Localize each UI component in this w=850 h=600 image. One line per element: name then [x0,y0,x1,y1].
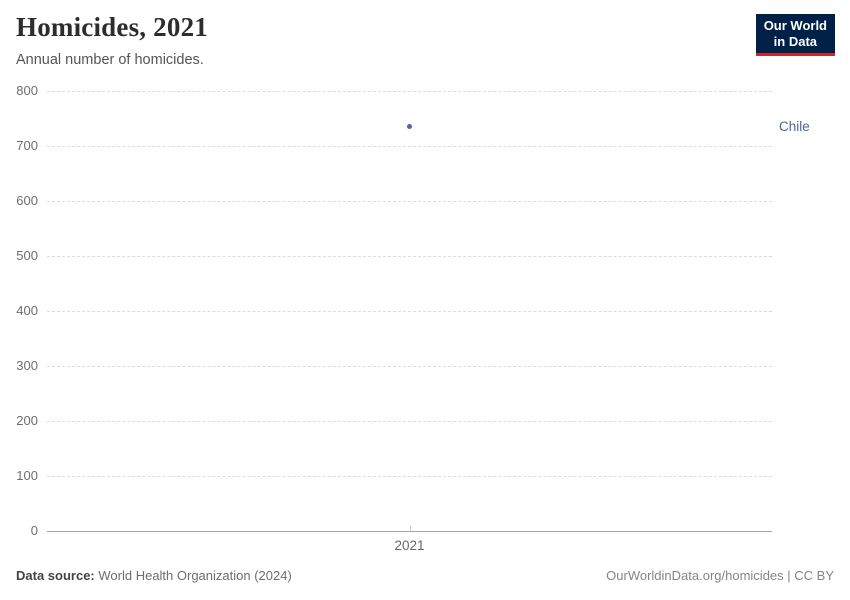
y-gridline-300 [47,366,772,367]
data-point-chile[interactable] [407,124,412,130]
chart-subtitle: Annual number of homicides. [16,52,204,68]
y-tick-label-600: 600 [16,193,38,208]
chart-title: Homicides, 2021 [16,12,208,42]
y-gridline-400 [47,311,772,312]
y-tick-label-0: 0 [30,523,38,538]
entity-label-chile[interactable]: Chile [779,118,810,134]
owid-logo-line1: Our World [763,18,827,33]
data-source-line: Data source: World Health Organization (… [16,568,292,584]
y-tick-label-800: 800 [16,83,38,98]
y-gridline-800 [47,91,772,92]
footer-attribution-link[interactable]: OurWorldinData.org/homicides | CC BY [606,568,834,583]
y-tick-label-100: 100 [16,468,38,483]
x-axis-line [47,531,772,532]
y-tick-label-200: 200 [16,413,38,428]
y-tick-label-300: 300 [16,358,38,373]
x-tick-label: 2021 [394,538,425,553]
y-gridline-500 [47,256,772,257]
chart-footer: Data source: World Health Organization (… [0,568,850,584]
y-gridline-200 [47,421,772,422]
data-source-label: Data source: [16,568,95,583]
data-source-value: World Health Organization (2024) [98,568,292,583]
owid-logo-line2: in Data [773,34,818,49]
y-tick-label-400: 400 [16,303,38,318]
y-gridline-100 [47,476,772,477]
y-tick-label-500: 500 [16,248,38,263]
y-gridline-700 [47,146,772,147]
y-tick-label-700: 700 [16,138,38,153]
y-gridline-600 [47,201,772,202]
owid-logo[interactable]: Our World in Data [755,14,835,56]
plot-area [47,91,772,532]
x-axis-tick [409,526,411,531]
